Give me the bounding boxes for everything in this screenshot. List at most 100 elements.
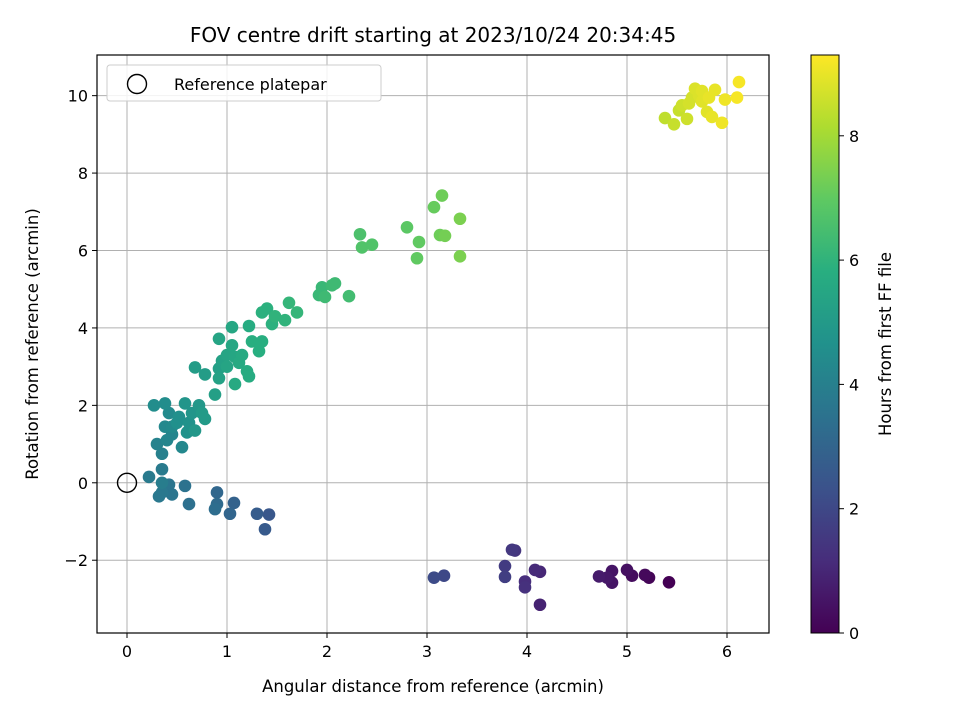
data-point <box>498 570 512 584</box>
reference-marker <box>116 472 138 493</box>
data-point <box>155 476 169 490</box>
data-point <box>290 306 304 319</box>
colorbar-tick-label: 4 <box>849 375 859 394</box>
legend-box <box>106 64 382 102</box>
data-point <box>250 507 264 521</box>
data-point <box>680 112 694 126</box>
data-point <box>328 277 342 290</box>
data-point <box>155 447 169 461</box>
x-tick-label: 3 <box>422 642 432 661</box>
data-point <box>498 559 512 573</box>
data-point <box>220 360 234 373</box>
data-point <box>172 410 186 424</box>
x-tick-label: 4 <box>522 642 532 661</box>
y-axis-ticks: −2 0 2 4 6 8 10 <box>64 87 97 570</box>
x-tick-label: 5 <box>622 642 632 661</box>
data-point <box>155 462 169 476</box>
data-point <box>260 302 274 315</box>
y-tick-label: 8 <box>78 164 88 183</box>
data-point <box>152 490 166 503</box>
data-point <box>198 368 212 381</box>
data-point <box>438 229 452 243</box>
data-point <box>150 437 164 451</box>
data-point <box>178 397 192 410</box>
chart-title: FOV centre drift starting at 2023/10/24 … <box>190 23 676 47</box>
data-point <box>708 83 722 97</box>
data-point <box>278 313 292 327</box>
data-point <box>242 319 256 333</box>
data-point <box>188 424 202 437</box>
data-point <box>410 251 424 265</box>
data-point <box>355 241 369 254</box>
reference-point <box>116 472 138 493</box>
data-point <box>437 569 451 583</box>
data-point <box>662 575 676 589</box>
data-point <box>705 110 719 124</box>
data-point <box>282 296 296 310</box>
data-point <box>258 522 272 536</box>
data-point <box>435 189 449 202</box>
x-axis-label: Angular distance from reference (arcmin) <box>262 677 604 696</box>
data-point <box>178 479 192 493</box>
data-point <box>318 290 332 304</box>
data-point <box>225 339 239 352</box>
data-point <box>315 280 329 294</box>
x-tick-label: 0 <box>122 642 132 661</box>
y-tick-label: 0 <box>78 474 88 493</box>
y-tick-label: 2 <box>78 396 88 415</box>
data-point <box>162 406 176 420</box>
data-point <box>400 220 414 234</box>
data-point <box>658 111 672 125</box>
data-point <box>228 377 242 391</box>
data-point <box>147 399 161 412</box>
colorbar-ticks: 0 2 4 6 8 <box>839 127 859 643</box>
data-point <box>533 598 547 612</box>
data-point <box>528 563 542 577</box>
data-point <box>165 488 179 501</box>
data-point <box>262 508 276 521</box>
x-tick-label: 2 <box>322 642 332 661</box>
x-tick-label: 6 <box>722 642 732 661</box>
data-point <box>427 571 441 584</box>
data-point <box>592 570 606 583</box>
data-point <box>732 75 746 89</box>
y-axis-label: Rotation from reference (arcmin) <box>23 208 42 480</box>
data-point <box>252 344 266 358</box>
y-tick-label: 6 <box>78 242 88 261</box>
data-point <box>730 91 744 104</box>
legend-marker-open-circle <box>126 73 148 95</box>
data-point <box>412 235 426 249</box>
data-point <box>210 486 224 499</box>
colorbar-tick-label: 2 <box>849 500 859 519</box>
colorbar: 0 2 4 6 8 Hours from first FF file <box>810 54 895 643</box>
data-point <box>353 227 367 241</box>
data-point <box>175 440 189 454</box>
data-point <box>182 497 196 511</box>
data-point <box>208 388 222 401</box>
data-point <box>158 397 172 410</box>
x-axis-ticks: 0 1 2 3 4 5 6 <box>122 633 732 661</box>
colorbar-label: Hours from first FF file <box>876 252 895 436</box>
colorbar-tick-label: 0 <box>849 624 859 643</box>
plot-frame <box>96 54 770 634</box>
data-point <box>427 200 441 214</box>
data-point <box>453 250 467 263</box>
data-point <box>620 563 634 577</box>
data-point <box>208 502 222 516</box>
x-tick-label: 1 <box>222 642 232 661</box>
data-point <box>242 370 256 383</box>
data-point <box>505 543 519 557</box>
colorbar-gradient <box>810 54 840 634</box>
y-tick-label: −2 <box>64 551 88 570</box>
data-point <box>268 310 282 323</box>
y-tick-label: 4 <box>78 319 88 338</box>
data-point <box>718 93 732 106</box>
data-point <box>255 335 269 348</box>
data-point <box>453 212 467 226</box>
data-point <box>667 117 681 131</box>
data-point <box>715 116 729 130</box>
data-point <box>223 507 237 521</box>
data-point <box>212 332 226 346</box>
legend-label: Reference platepar <box>174 75 327 94</box>
